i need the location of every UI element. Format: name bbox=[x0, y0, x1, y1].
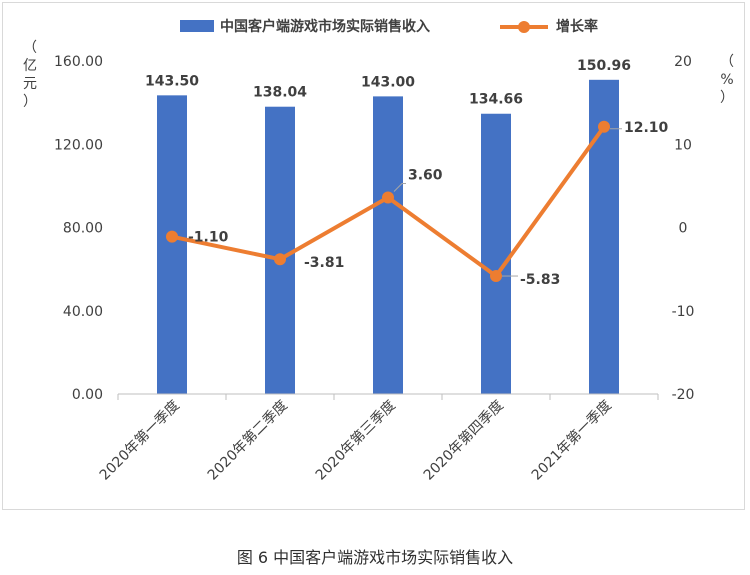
bar bbox=[157, 95, 187, 394]
bar-data-label: 143.50 bbox=[145, 73, 199, 89]
growth-data-label: -3.81 bbox=[304, 255, 344, 271]
bar bbox=[265, 106, 295, 394]
x-tick-label: 2020年第一季度 bbox=[96, 397, 183, 484]
y-right-axis-label: （%） bbox=[720, 54, 734, 106]
growth-point bbox=[274, 253, 286, 266]
x-tick-label: 2020年第四季度 bbox=[420, 397, 507, 484]
y-right-tick-label: 0 bbox=[679, 221, 688, 237]
x-tick-label: 2020年第三季度 bbox=[312, 397, 399, 484]
bar bbox=[481, 113, 511, 394]
bar bbox=[373, 96, 403, 394]
bar-data-label: 143.00 bbox=[361, 74, 415, 90]
bar-data-label: 134.66 bbox=[469, 92, 523, 108]
y-left-tick-label: 120.00 bbox=[54, 137, 103, 153]
y-left-axis-label: （亿元） bbox=[23, 40, 37, 110]
growth-point bbox=[598, 120, 610, 133]
x-tick-label: 2020年第二季度 bbox=[204, 397, 291, 484]
figure-caption: 图 6 中国客户端游戏市场实际销售收入 bbox=[236, 548, 514, 567]
y-left-tick-label: 0.00 bbox=[72, 387, 103, 403]
growth-data-label: 3.60 bbox=[408, 168, 443, 184]
growth-point bbox=[166, 230, 178, 243]
legend-line-label: 增长率 bbox=[556, 18, 598, 35]
growth-point bbox=[490, 270, 502, 283]
growth-data-label: -1.10 bbox=[188, 230, 229, 246]
y-left-tick-label: 80.00 bbox=[63, 221, 103, 237]
y-right-tick-label: -20 bbox=[672, 387, 695, 403]
bar-data-label: 150.96 bbox=[577, 58, 631, 74]
legend-line-marker bbox=[518, 21, 530, 33]
x-tick-label: 2021年第一季度 bbox=[528, 397, 615, 484]
y-right-tick-label: 10 bbox=[674, 137, 692, 153]
legend-bar-swatch bbox=[180, 20, 214, 32]
growth-data-label: 12.10 bbox=[624, 120, 669, 136]
legend-bar-label: 中国客户端游戏市场实际销售收入 bbox=[220, 18, 430, 35]
growth-point bbox=[382, 191, 394, 204]
growth-label-leader bbox=[393, 183, 406, 192]
y-left-tick-label: 40.00 bbox=[63, 304, 103, 320]
bar-data-label: 138.04 bbox=[253, 85, 307, 101]
y-right-tick-label: -10 bbox=[672, 304, 695, 320]
growth-data-label: -5.83 bbox=[520, 272, 560, 288]
y-left-tick-label: 160.00 bbox=[54, 54, 103, 70]
y-right-tick-label: 20 bbox=[674, 54, 692, 70]
chart-frame bbox=[2, 2, 745, 510]
